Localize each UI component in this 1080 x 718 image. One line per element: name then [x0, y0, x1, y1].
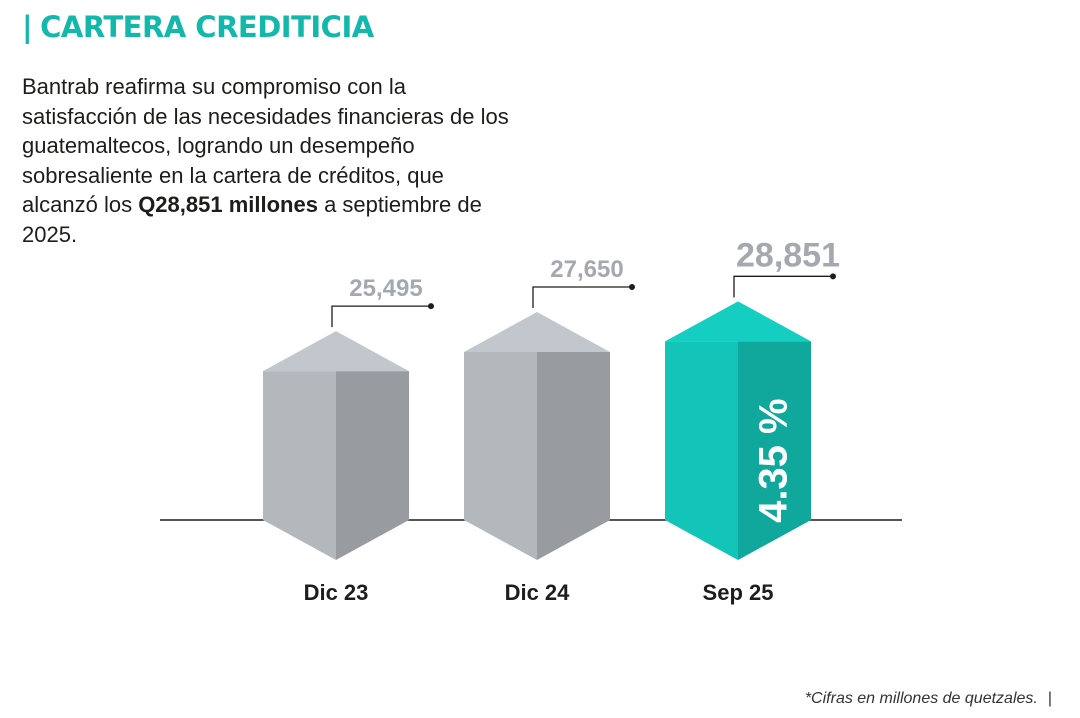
- title-bar: |: [22, 10, 33, 44]
- intro-highlight: Q28,851 millones: [138, 192, 318, 217]
- value-label: 25,495: [349, 275, 422, 302]
- value-leader-line: [733, 275, 833, 298]
- category-label: Sep 25: [703, 580, 774, 605]
- value-leader-dot: [428, 303, 434, 310]
- category-label: Dic 24: [505, 580, 571, 605]
- bar-top-face: [263, 331, 409, 372]
- footnote: *Cifras en millones de quetzales. |: [805, 690, 1052, 708]
- value-leader-dot: [629, 284, 635, 290]
- value-leader-line: [532, 286, 632, 308]
- value-label: 27,650: [550, 256, 623, 283]
- bar: [464, 312, 610, 560]
- bar-top-face: [464, 312, 610, 352]
- bar-top-face: [665, 301, 811, 342]
- title-text: CARTERA CREDITICIA: [40, 10, 374, 44]
- category-label: Dic 23: [304, 580, 369, 605]
- bar-left-face: [665, 341, 738, 560]
- value-label: 28,851: [736, 236, 840, 274]
- page-title: | CARTERA CREDITICIA: [22, 10, 374, 44]
- value-leader-dot: [830, 273, 836, 280]
- bar-left-face: [464, 352, 537, 560]
- footnote-pipe: |: [1047, 690, 1052, 707]
- intro-text-after: a septiembre de 2025.: [22, 192, 482, 247]
- bar-left-face: [263, 371, 336, 560]
- bar: [263, 331, 409, 560]
- bar-right-face: [336, 371, 409, 560]
- value-leader-line: [331, 305, 431, 328]
- bar-right-face: [537, 352, 610, 560]
- bar-right-face: [738, 341, 811, 560]
- growth-annotation: 4.35 %: [752, 398, 796, 523]
- intro-paragraph: Bantrab reafirma su compromiso con la sa…: [22, 72, 522, 249]
- intro-text-before: Bantrab reafirma su compromiso con la sa…: [22, 74, 509, 217]
- bar: [665, 301, 811, 560]
- footnote-text: *Cifras en millones de quetzales.: [804, 690, 1038, 707]
